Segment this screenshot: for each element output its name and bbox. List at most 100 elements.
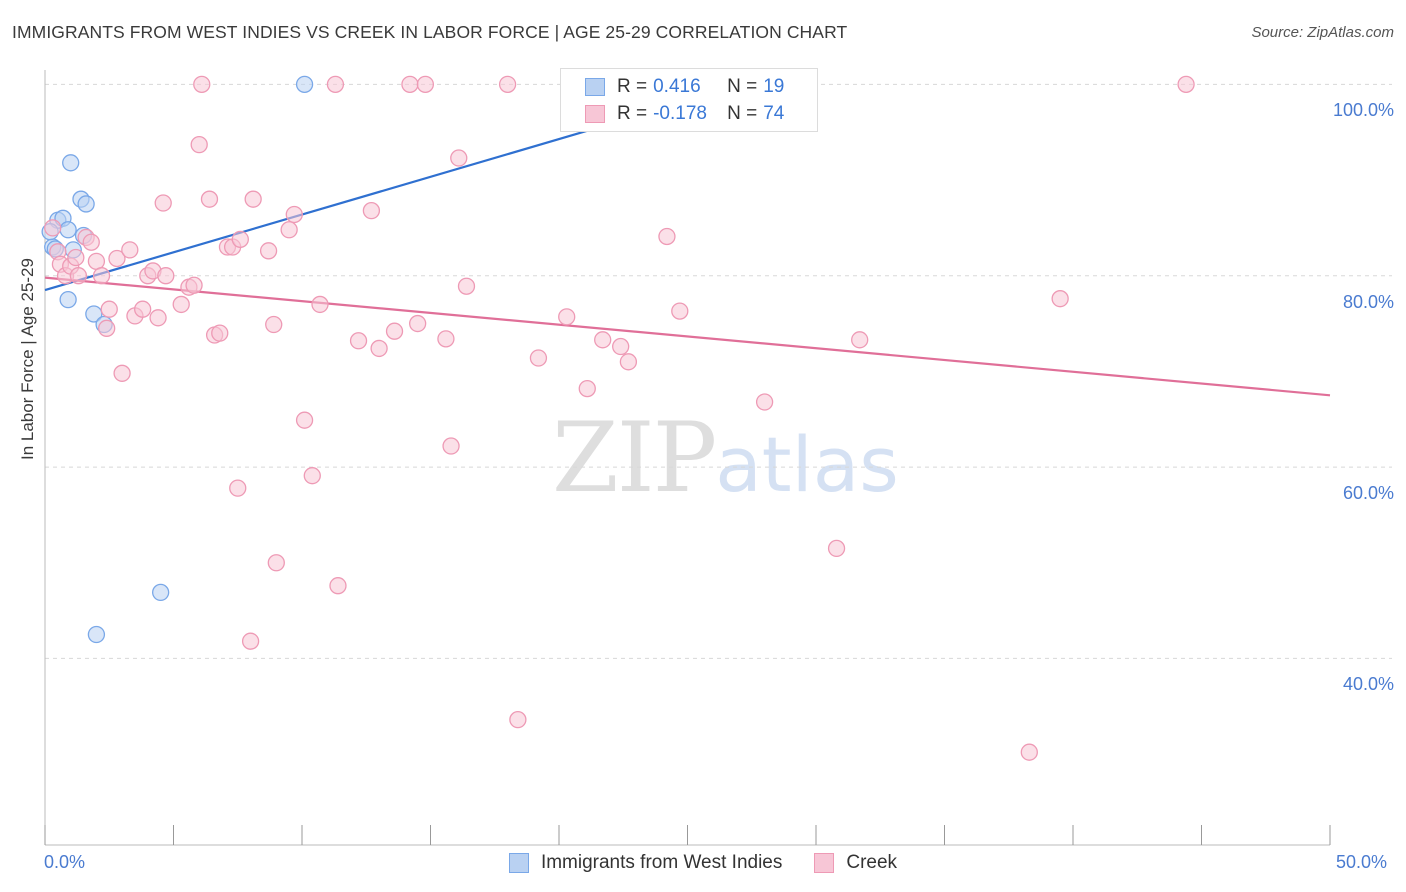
creek-point (509, 711, 527, 729)
creek-point (457, 277, 476, 295)
chart-title: IMMIGRANTS FROM WEST INDIES VS CREEK IN … (12, 22, 848, 42)
legend-n-value-west-indies: 19 (763, 76, 785, 97)
creek-point (44, 219, 62, 237)
creek-point (229, 479, 247, 497)
source-label: Source: ZipAtlas.com (1251, 24, 1394, 41)
creek-point (498, 75, 517, 94)
legend-r-value-creek: -0.178 (653, 103, 707, 124)
x-tick-max: 50.0% (1336, 852, 1388, 872)
creek-point (827, 539, 846, 558)
creek-point (1020, 743, 1038, 761)
creek-point (370, 339, 388, 358)
legend-swatch-creek (814, 853, 835, 873)
west-indies-point (59, 221, 77, 239)
watermark-atlas: atlas (715, 420, 899, 509)
legend-item-creek[interactable]: Creek (814, 852, 897, 874)
legend-n-label: N = (727, 76, 758, 97)
creek-point (113, 364, 131, 382)
creek-point (108, 249, 126, 268)
creek-point (303, 467, 321, 485)
creek-point (211, 324, 229, 342)
creek-point (755, 393, 774, 411)
creek-point (329, 577, 347, 595)
legend-n-value-creek: 74 (763, 103, 785, 124)
creek-point (442, 437, 460, 455)
creek-point (851, 331, 869, 349)
creek-point (612, 337, 630, 356)
creek-point (154, 194, 172, 212)
creek-point (311, 295, 329, 314)
west-indies-point (151, 583, 170, 602)
west-indies-point (85, 305, 103, 323)
y-tick-label: 60.0% (1342, 483, 1394, 504)
creek-point (172, 295, 190, 314)
creek-point (244, 190, 262, 208)
legend-r-label: R = (617, 103, 648, 124)
y-tick-label: 40.0% (1342, 674, 1394, 695)
creek-point (280, 221, 298, 239)
creek-point (69, 267, 88, 285)
legend-row-west-indies: R = 0.416 N = 19 (585, 74, 784, 100)
west-indies-point (62, 154, 80, 172)
creek-point (416, 75, 435, 94)
creek-point (658, 227, 676, 246)
watermark: ZIPatlas (552, 402, 899, 514)
legend-swatch-creek (585, 105, 605, 123)
creek-point (326, 75, 345, 94)
creek-point (67, 248, 85, 267)
creek-point (408, 314, 427, 333)
creek-point (1051, 290, 1069, 308)
creek-point (401, 75, 419, 94)
west-indies-point (87, 625, 106, 644)
correlation-legend: R = 0.416 N = 19 R = -0.178 N = 74 (560, 68, 818, 132)
creek-point (594, 331, 612, 349)
creek-point (231, 230, 249, 249)
creek-point (619, 353, 638, 371)
creek-point (98, 319, 116, 337)
creek-point (190, 135, 208, 154)
creek-point (362, 201, 381, 220)
y-axis-label: In Labor Force | Age 25-29 (18, 258, 37, 460)
legend-swatch-west-indies (585, 78, 605, 96)
creek-point (87, 252, 106, 271)
creek-point (450, 149, 468, 167)
creek-point (241, 632, 260, 650)
series-legend: Immigrants from West Indies Creek (0, 852, 1406, 874)
watermark-zip: ZIP (552, 402, 717, 514)
creek-point (671, 302, 689, 320)
legend-r-label: R = (617, 76, 648, 97)
y-tick-label: 80.0% (1342, 291, 1394, 312)
creek-point (295, 411, 314, 429)
creek-point (267, 554, 285, 572)
legend-label-west-indies: Immigrants from West Indies (540, 852, 783, 873)
creek-point (349, 332, 368, 350)
creek-point (437, 330, 455, 348)
creek-point (1177, 75, 1195, 94)
creek-point (200, 190, 219, 208)
legend-item-west-indies[interactable]: Immigrants from West Indies (508, 852, 783, 874)
creek-point (529, 349, 548, 367)
creek-point (558, 308, 576, 326)
creek-trend-line (44, 276, 1331, 397)
y-tick-label: 100.0% (1332, 100, 1394, 121)
creek-point (82, 233, 100, 251)
west-indies-point (295, 75, 314, 94)
legend-r-value-west-indies: 0.416 (653, 76, 701, 97)
gridlines (45, 83, 1392, 659)
creek-point (92, 267, 111, 285)
creek-point (578, 379, 596, 398)
axes (44, 70, 1331, 846)
x-tick-min: 0.0% (44, 852, 86, 872)
creek-point (121, 241, 139, 259)
legend-row-creek: R = -0.178 N = 74 (585, 101, 784, 127)
creek-point (259, 242, 278, 260)
legend-n-label: N = (727, 103, 758, 124)
creek-point (385, 322, 404, 340)
legend-swatch-west-indies (508, 853, 529, 873)
west-indies-point (77, 195, 95, 213)
creek-point (185, 276, 203, 294)
creek-point (157, 267, 175, 285)
creek-point (285, 205, 303, 224)
creek-point (100, 300, 118, 318)
